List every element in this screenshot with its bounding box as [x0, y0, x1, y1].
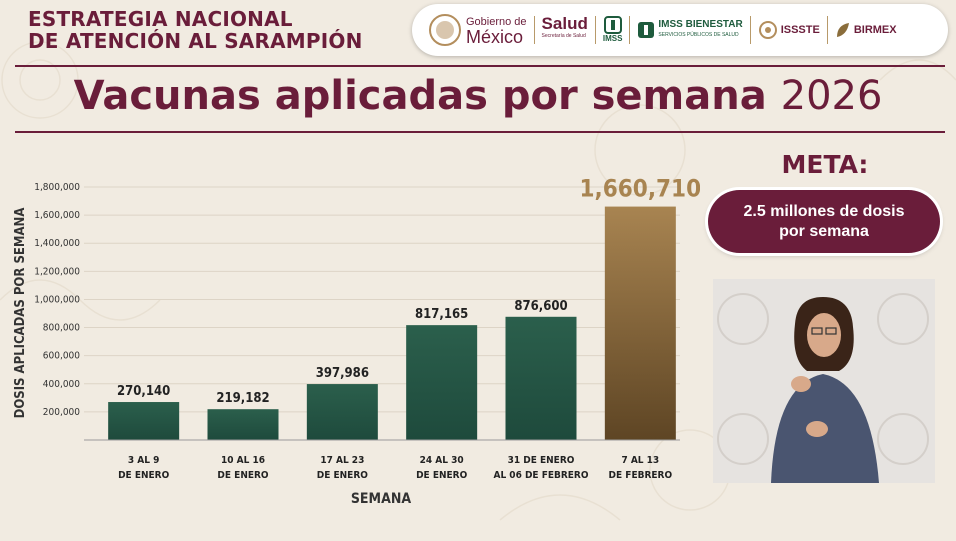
x-axis-label: SEMANA [351, 491, 412, 507]
x-tick-label: DE ENERO [317, 470, 369, 481]
x-tick-label: DE FEBRERO [609, 470, 673, 481]
bar-value-label: 397,986 [316, 366, 369, 381]
bar [207, 409, 279, 440]
bar-value-label: 817,165 [415, 307, 468, 322]
y-tick-label: 1,800,000 [34, 182, 80, 193]
x-tick-label: 24 AL 30 [420, 455, 464, 466]
bar-value-label: 876,600 [514, 299, 567, 314]
bar-value-label: 1,660,710 [580, 175, 700, 203]
birmex-logo: BIRMEX [835, 4, 897, 56]
divider-bottom [15, 131, 945, 133]
bar [108, 402, 180, 440]
x-tick-label: DE ENERO [217, 470, 269, 481]
x-tick-label: DE ENERO [118, 470, 170, 481]
imss-bienestar-emblem-icon [638, 22, 655, 38]
meta-badge: 2.5 millones de dosis por semana [708, 190, 940, 253]
bar-value-label: 270,140 [117, 384, 170, 399]
imss-logo: IMSS [603, 4, 622, 56]
y-tick-label: 1,200,000 [34, 266, 80, 277]
national-seal-icon [429, 14, 461, 46]
x-tick-label: DE ENERO [416, 470, 468, 481]
interpreter-figure [717, 293, 929, 483]
meta-text: 2.5 millones de dosis por semana [743, 202, 905, 240]
bar [604, 206, 676, 440]
y-tick-label: 200,000 [43, 407, 80, 418]
bar [505, 316, 577, 440]
logo-bar: Gobierno de México Salud Secretaría de S… [412, 4, 948, 56]
bar-value-label: 219,182 [216, 391, 269, 406]
y-tick-label: 600,000 [43, 351, 80, 362]
bar [406, 325, 478, 440]
y-tick-label: 1,000,000 [34, 294, 80, 305]
divider-top [15, 65, 945, 67]
birmex-leaf-icon [836, 23, 849, 37]
x-tick-label: 7 AL 13 [621, 455, 659, 466]
salud-logo: Salud Secretaría de Salud [541, 14, 588, 39]
y-tick-label: 1,400,000 [34, 238, 80, 249]
y-axis-label: DOSIS APLICADAS POR SEMANA [13, 208, 28, 419]
x-tick-label: AL 06 DE FEBRERO [493, 470, 588, 481]
issste-logo: ISSSTE [758, 4, 820, 56]
bar [306, 384, 378, 440]
imss-bienestar-logo: IMSS BIENESTAR SERVICIOS PÚBLICOS DE SAL… [637, 4, 743, 56]
header-title: ESTRATEGIA NACIONAL DE ATENCIÓN AL SARAM… [28, 7, 363, 53]
sign-language-interpreter-video [713, 279, 935, 483]
bar-chart: 200,000 400,000 600,000 800,000 1,000,000 1,2… [13, 175, 700, 507]
imss-emblem-icon [603, 16, 622, 34]
x-tick-label: 10 AL 16 [221, 455, 265, 466]
x-tick-label: 3 AL 9 [128, 455, 159, 466]
chart-title: Vacunas aplicadas por semana 2026 [73, 73, 883, 119]
issste-emblem-icon [758, 21, 777, 39]
meta-title: META: [781, 150, 869, 179]
y-tick-label: 1,600,000 [34, 210, 80, 221]
y-tick-label: 800,000 [43, 323, 80, 334]
gobierno-mexico-logo: Gobierno de México [428, 4, 527, 56]
y-tick-label: 400,000 [43, 379, 80, 390]
x-tick-label: 17 AL 23 [320, 455, 364, 466]
x-tick-label: 31 DE ENERO [508, 455, 575, 466]
